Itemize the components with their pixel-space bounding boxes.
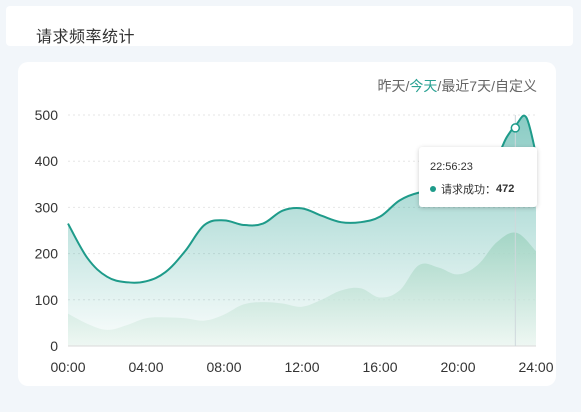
y-tick-label: 500 [35, 107, 59, 123]
y-tick-label: 400 [35, 153, 59, 169]
y-tick-label: 100 [35, 292, 59, 308]
chart-tooltip: 22:56:23 请求成功： 472 [419, 147, 537, 207]
y-tick-label: 0 [50, 338, 58, 354]
series-dot-icon [430, 186, 436, 192]
tooltip-series-label: 请求成功： [441, 184, 496, 196]
x-tick-label: 20:00 [440, 359, 475, 375]
range-separator: / [437, 78, 442, 94]
y-tick-label: 200 [35, 246, 59, 262]
range-today[interactable]: 今天 [409, 78, 438, 94]
range-last-7-days[interactable]: 最近7天 [441, 78, 492, 94]
x-tick-label: 16:00 [362, 359, 397, 375]
tooltip-value: 472 [496, 183, 515, 195]
x-tick-label: 24:00 [518, 359, 553, 375]
tooltip-row: 请求成功： 472 [430, 181, 514, 197]
page-title: 请求频率统计 [36, 29, 136, 46]
header-card: 请求频率统计 [6, 6, 573, 46]
x-tick-label: 00:00 [50, 359, 85, 375]
main-series-area [68, 115, 536, 346]
y-tick-label: 300 [35, 199, 59, 215]
x-tick-label: 12:00 [284, 359, 319, 375]
x-tick-label: 04:00 [128, 359, 163, 375]
hover-point[interactable] [510, 123, 521, 133]
range-separator: / [491, 78, 495, 94]
range-custom[interactable]: 自定义 [495, 78, 537, 94]
range-yesterday[interactable]: 昨天 [377, 78, 406, 94]
tooltip-time: 22:56:23 [430, 161, 473, 173]
x-tick-label: 08:00 [206, 359, 241, 375]
range-selector: 昨天/今天/最近7天/自定义 [378, 76, 537, 96]
range-separator: / [405, 78, 410, 94]
